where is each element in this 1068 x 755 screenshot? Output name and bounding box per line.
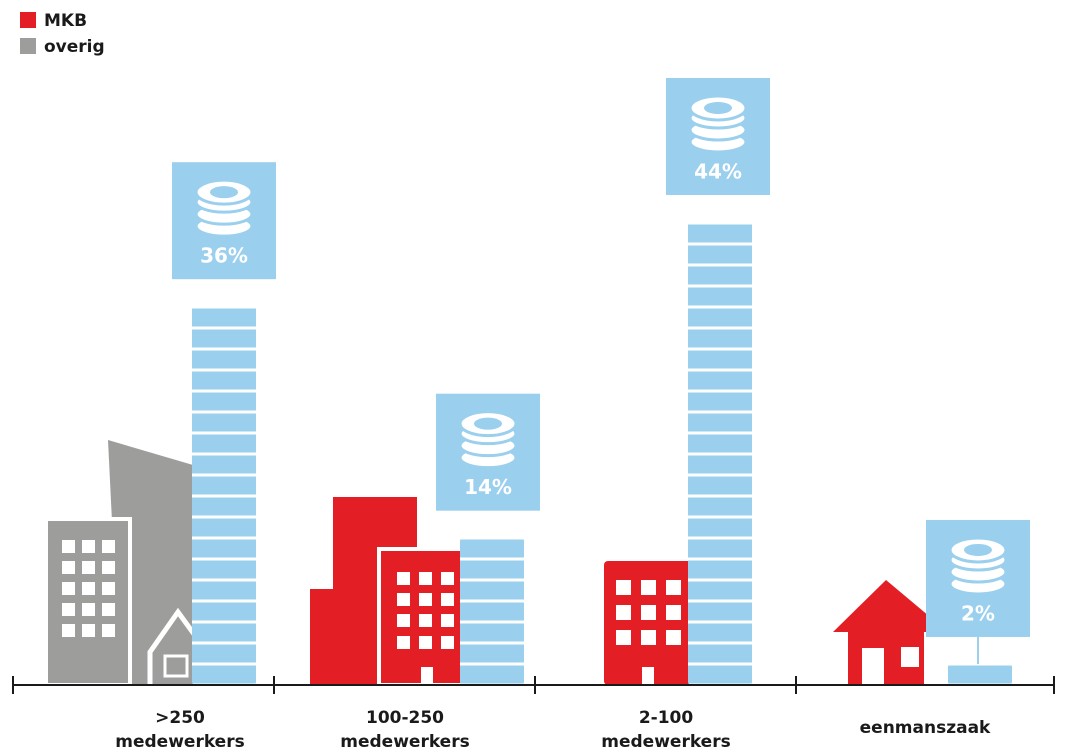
coin-icon: [194, 178, 254, 238]
building-part: [310, 589, 340, 685]
value-label: 44%: [694, 160, 742, 184]
value-label: 2%: [961, 601, 995, 625]
window: [397, 614, 410, 627]
legend-swatch: [20, 38, 36, 54]
window: [62, 624, 75, 637]
coin-tower: [460, 537, 524, 685]
window: [441, 572, 454, 585]
window: [62, 540, 75, 553]
window: [616, 605, 631, 620]
building-part: [833, 580, 948, 685]
window: [397, 572, 410, 585]
coin-face: [474, 417, 502, 430]
window: [62, 582, 75, 595]
coin-tower: [192, 306, 256, 685]
window: [62, 561, 75, 574]
value-label: 14%: [464, 475, 512, 499]
window: [441, 636, 454, 649]
window: [641, 580, 656, 595]
window: [641, 630, 656, 645]
coin-tower: [688, 222, 752, 685]
window: [82, 624, 95, 637]
coin-face: [964, 543, 992, 556]
window: [397, 636, 410, 649]
window: [441, 614, 454, 627]
door: [421, 667, 433, 685]
window: [419, 593, 432, 606]
door: [901, 647, 919, 667]
legend-label: overig: [44, 37, 105, 57]
window: [441, 593, 454, 606]
window: [419, 572, 432, 585]
window: [82, 540, 95, 553]
legend-swatch: [20, 12, 36, 28]
window: [102, 561, 115, 574]
window: [666, 630, 681, 645]
window: [82, 582, 95, 595]
plot: 36% >250 medewerkers 14% 100-250 medewerkers 4…: [44, 78, 1030, 752]
category-label: 2-100 medewerkers: [601, 708, 730, 752]
building-part: [604, 561, 696, 685]
door: [642, 667, 654, 685]
coin-face: [210, 186, 238, 199]
window: [102, 582, 115, 595]
window: [666, 605, 681, 620]
value-label: 36%: [200, 244, 248, 268]
axis-separators: [12, 676, 1055, 694]
window: [102, 540, 115, 553]
building: [833, 580, 948, 685]
coin-face: [704, 102, 732, 114]
building: [310, 497, 476, 687]
window: [82, 561, 95, 574]
window: [82, 603, 95, 616]
category-label: eenmanszaak: [860, 718, 991, 738]
coin-icon: [688, 94, 748, 154]
legend: MKB overig: [20, 11, 105, 57]
window: [616, 580, 631, 595]
window: [102, 624, 115, 637]
category-label: >250 medewerkers: [115, 708, 244, 752]
window: [397, 593, 410, 606]
door: [163, 654, 189, 678]
window: [641, 605, 656, 620]
coin-icon: [458, 410, 518, 470]
coin-tower: [948, 663, 1012, 685]
coin-icon: [948, 536, 1008, 596]
legend-label: MKB: [44, 11, 87, 31]
door: [862, 648, 884, 685]
building: [604, 561, 696, 685]
window: [616, 630, 631, 645]
window: [62, 603, 75, 616]
category-label: 100-250 medewerkers: [340, 708, 469, 752]
window: [419, 636, 432, 649]
window: [666, 580, 681, 595]
window: [419, 614, 432, 627]
window: [102, 603, 115, 616]
